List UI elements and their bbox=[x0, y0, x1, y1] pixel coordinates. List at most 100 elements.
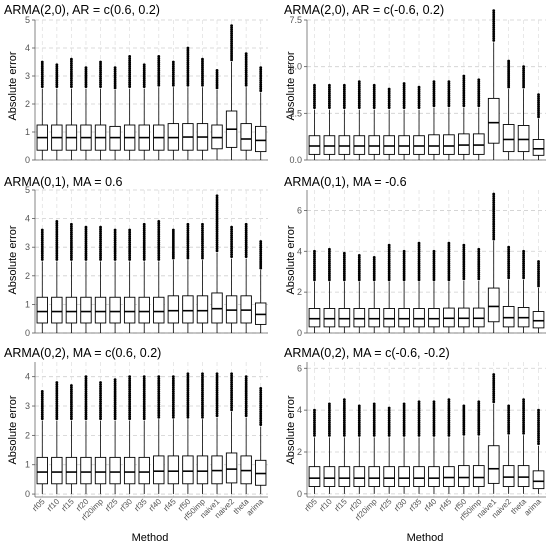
outlier-point bbox=[342, 106, 346, 109]
outlier-point bbox=[128, 63, 132, 66]
outlier-point bbox=[372, 98, 376, 101]
outlier-point bbox=[402, 266, 406, 270]
outlier-point bbox=[230, 48, 233, 52]
outlier-point bbox=[313, 421, 316, 425]
outlier-point bbox=[328, 433, 331, 437]
outlier-point bbox=[328, 253, 331, 257]
outlier-point bbox=[537, 419, 540, 423]
outlier-point bbox=[522, 274, 525, 278]
box-iqr bbox=[532, 470, 545, 490]
outlier-point bbox=[70, 404, 73, 408]
outlier-point bbox=[432, 98, 436, 102]
outlier-point bbox=[215, 384, 219, 388]
outlier-point bbox=[84, 402, 88, 406]
outlier-point bbox=[447, 406, 451, 410]
outlier-point bbox=[342, 425, 346, 429]
y-tick-label: 4 bbox=[25, 372, 30, 382]
outlier-point bbox=[387, 433, 391, 437]
outlier-point bbox=[40, 251, 44, 255]
outlier-point bbox=[522, 258, 525, 261]
outlier-point bbox=[259, 66, 263, 69]
outlier-point bbox=[328, 100, 331, 103]
outlier-point bbox=[537, 274, 540, 278]
outlier-point bbox=[113, 84, 117, 88]
outlier-point bbox=[99, 415, 102, 418]
outlier-point bbox=[142, 381, 146, 385]
outlier-point bbox=[432, 266, 436, 270]
outlier-point bbox=[387, 245, 391, 249]
outlier-point bbox=[128, 249, 132, 253]
outlier-point bbox=[142, 229, 146, 232]
outlier-point bbox=[215, 84, 219, 88]
box-iqr bbox=[502, 465, 515, 487]
outlier-point bbox=[507, 266, 511, 270]
y-tick-label: 3 bbox=[25, 401, 30, 411]
outlier-point bbox=[522, 71, 525, 75]
outlier-point bbox=[372, 260, 376, 263]
box-iqr bbox=[308, 466, 321, 487]
outlier-point bbox=[372, 104, 376, 107]
box-theta bbox=[240, 375, 252, 495]
box-iqr bbox=[308, 135, 321, 155]
outlier-point bbox=[128, 57, 132, 60]
outlier-point bbox=[40, 243, 44, 247]
outlier-point bbox=[201, 81, 204, 85]
box-iqr bbox=[443, 466, 455, 487]
outlier-point bbox=[157, 400, 161, 404]
outlier-point bbox=[387, 415, 391, 418]
outlier-point bbox=[171, 236, 175, 240]
outlier-point bbox=[417, 419, 421, 423]
outlier-point bbox=[230, 372, 233, 376]
outlier-point bbox=[432, 421, 436, 425]
outlier-point bbox=[84, 225, 88, 229]
outlier-point bbox=[402, 84, 406, 87]
outlier-point bbox=[417, 423, 421, 427]
outlier-point bbox=[113, 402, 117, 406]
outlier-point bbox=[492, 394, 496, 397]
outlier-point bbox=[186, 411, 190, 415]
outlier-point bbox=[259, 266, 263, 270]
box-arima bbox=[255, 66, 267, 160]
outlier-point bbox=[157, 385, 161, 389]
outlier-point bbox=[372, 266, 376, 270]
outlier-point bbox=[477, 80, 481, 84]
outlier-point bbox=[84, 375, 88, 379]
box-rf20 bbox=[80, 66, 92, 160]
outlier-point bbox=[357, 276, 361, 280]
y-tick-label: 4 bbox=[25, 43, 30, 53]
outlier-point bbox=[201, 222, 204, 226]
box-iqr bbox=[153, 296, 165, 324]
outlier-point bbox=[84, 231, 88, 235]
outlier-point bbox=[70, 408, 73, 412]
box-rf35 bbox=[413, 241, 425, 333]
outlier-point bbox=[417, 404, 421, 408]
outlier-point bbox=[244, 58, 248, 62]
outlier-point bbox=[70, 78, 73, 82]
outlier-point bbox=[186, 83, 190, 87]
outlier-point bbox=[417, 417, 421, 420]
outlier-point bbox=[507, 83, 511, 87]
outlier-point bbox=[244, 404, 248, 407]
outlier-point bbox=[55, 253, 59, 257]
outlier-point bbox=[447, 249, 451, 253]
outlier-point bbox=[142, 71, 146, 75]
outlier-point bbox=[522, 276, 525, 280]
box-iqr bbox=[428, 134, 440, 155]
outlier-point bbox=[70, 258, 73, 261]
outlier-point bbox=[186, 75, 190, 79]
outlier-point bbox=[328, 431, 331, 435]
outlier-point bbox=[84, 377, 88, 381]
outlier-point bbox=[313, 264, 316, 268]
outlier-point bbox=[447, 272, 451, 276]
outlier-point bbox=[230, 391, 233, 395]
outlier-point bbox=[230, 28, 233, 32]
outlier-point bbox=[477, 266, 481, 270]
box-rf30 bbox=[123, 55, 136, 160]
outlier-point bbox=[492, 398, 496, 402]
outlier-point bbox=[40, 413, 44, 416]
outlier-point bbox=[215, 249, 219, 253]
outlier-point bbox=[328, 94, 331, 97]
outlier-point bbox=[55, 393, 59, 397]
outlier-point bbox=[230, 378, 233, 382]
box-rf40 bbox=[428, 249, 440, 333]
